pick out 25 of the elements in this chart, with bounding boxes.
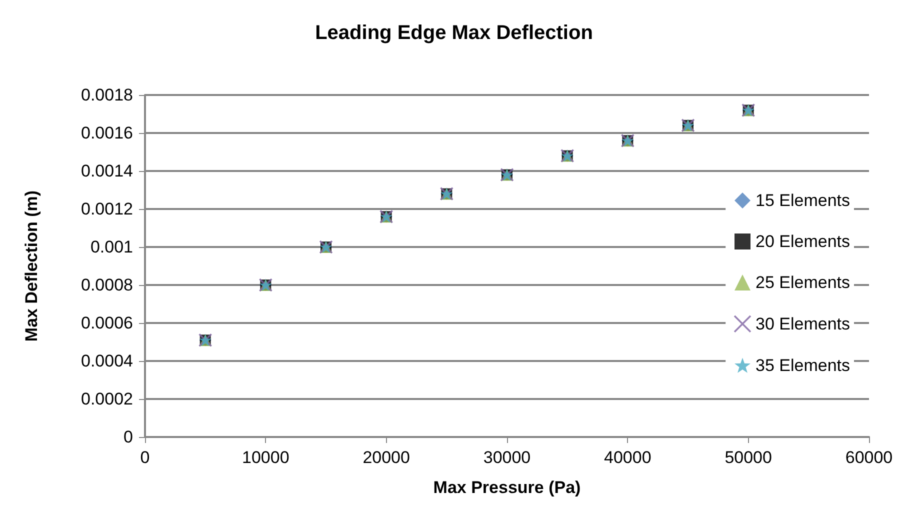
y-tick-label: 0.0018 [81, 86, 133, 104]
x-tick-label: 0 [140, 448, 150, 467]
y-tick-label: 0 [124, 428, 133, 446]
legend-label: 25 Elements [756, 273, 850, 292]
y-tick-label: 0.0006 [81, 314, 133, 332]
x-tick-label: 40000 [604, 448, 652, 467]
x-tick-label: 50000 [724, 448, 772, 467]
x-tick-label: 20000 [362, 448, 410, 467]
x-tick-label: 30000 [483, 448, 531, 467]
y-tick-label: 0.0004 [81, 352, 133, 370]
legend-label: 30 Elements [756, 314, 850, 334]
y-tick-label: 0.0014 [81, 162, 133, 180]
legend-label: 35 Elements [756, 356, 850, 375]
y-tick-label: 0.0012 [81, 200, 133, 218]
y-axis-title: Max Deflection (m) [22, 190, 41, 342]
x-tick-label: 60000 [845, 448, 893, 467]
y-tick-label: 0.0008 [81, 276, 133, 294]
legend-label: 15 Elements [756, 191, 850, 210]
legend-label: 20 Elements [756, 232, 850, 251]
y-tick-label: 0.0002 [81, 390, 133, 408]
y-tick-label: 0.0016 [81, 124, 133, 142]
y-tick-label: 0.001 [90, 238, 133, 256]
chart-title: Leading Edge Max Deflection [315, 22, 593, 44]
x-axis-title: Max Pressure (Pa) [433, 478, 581, 497]
x-tick-label: 10000 [242, 448, 290, 467]
